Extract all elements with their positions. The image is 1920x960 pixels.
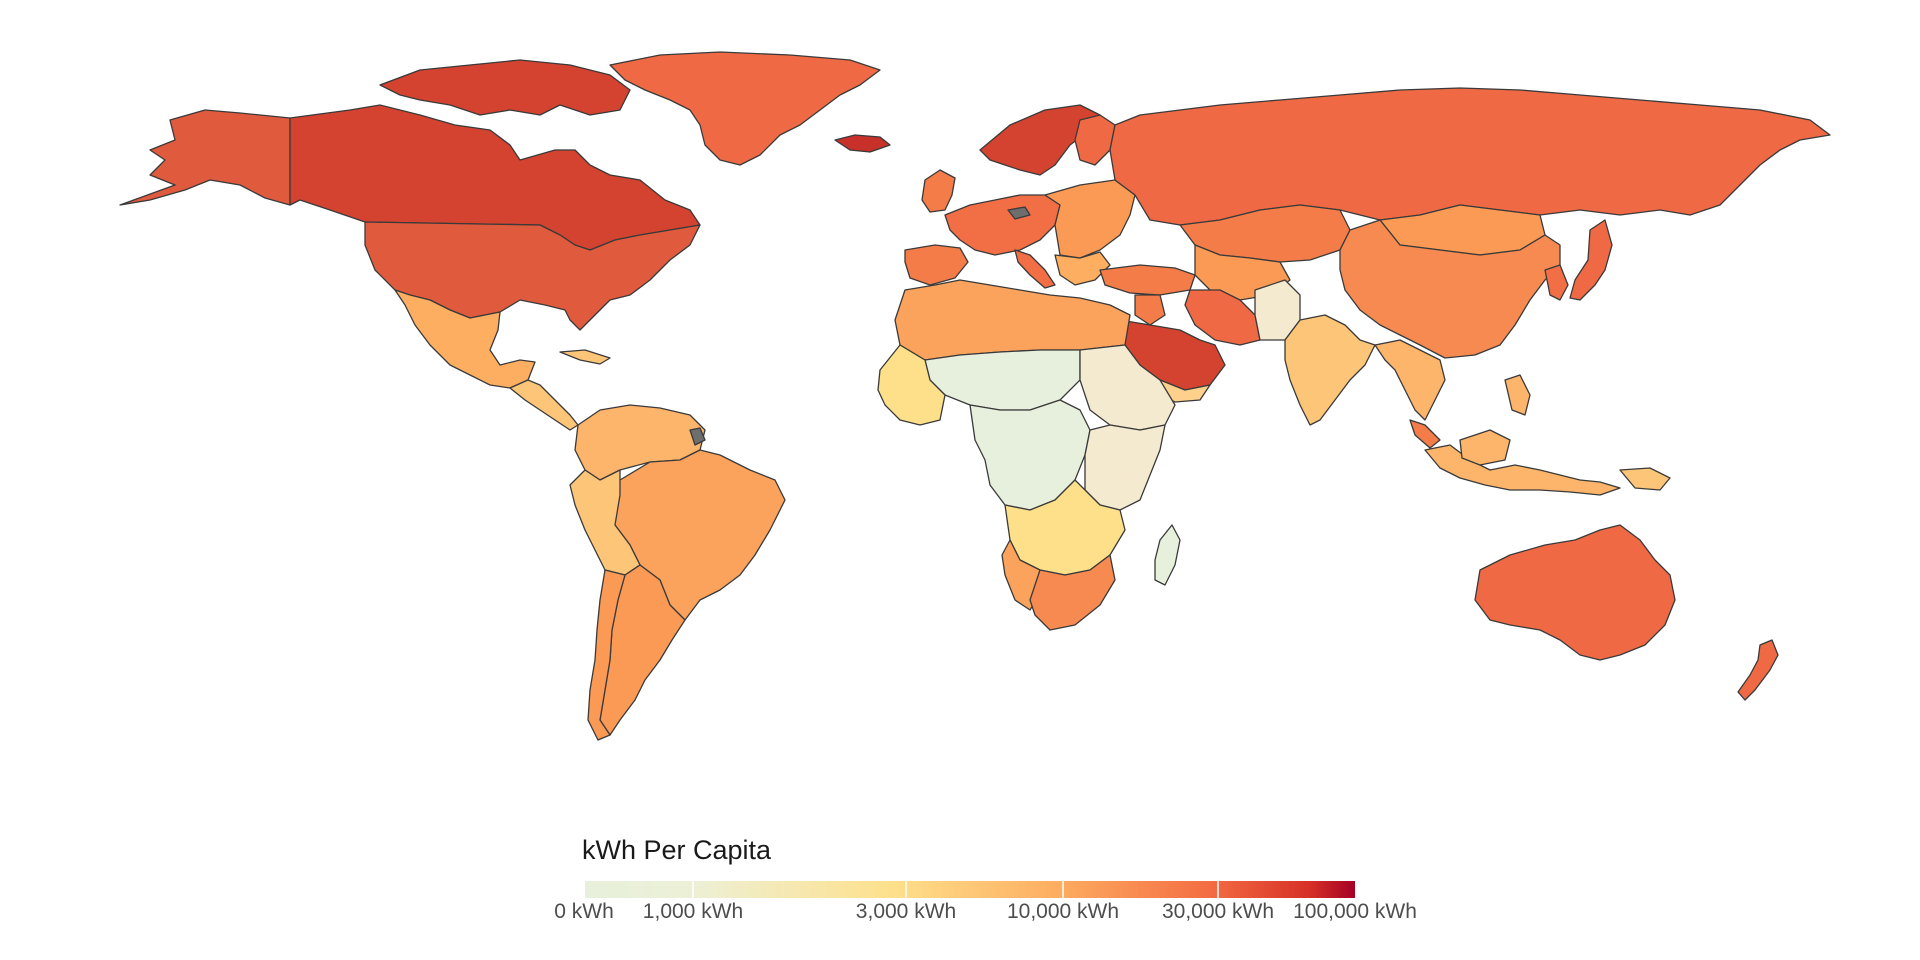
- region-south-africa: [1029, 554, 1116, 631]
- region-canada-islands: [379, 59, 631, 116]
- region-korea: [1544, 264, 1569, 301]
- region-iceland: [834, 134, 891, 153]
- region-levant: [1134, 294, 1166, 326]
- region-uk: [921, 169, 956, 213]
- region-alaska: [119, 109, 291, 206]
- legend-tick-label: 3,000 kWh: [855, 900, 957, 923]
- region-turkey: [1099, 264, 1196, 296]
- region-mexico: [394, 289, 536, 389]
- region-malaysia: [1409, 419, 1441, 449]
- region-philippines: [1504, 374, 1531, 416]
- region-central-america: [509, 379, 579, 431]
- legend-tick-label: 0 kWh: [554, 900, 614, 923]
- legend-colorbar: [585, 881, 1355, 898]
- region-china: [1339, 219, 1561, 359]
- legend-tick-label: 10,000 kWh: [1006, 900, 1120, 923]
- legend-tick-label: 1,000 kWh: [642, 900, 744, 923]
- region-iberia: [904, 244, 969, 286]
- legend-tick-label: 100,000 kWh: [1293, 900, 1417, 923]
- region-italy: [1014, 249, 1056, 289]
- region-australia: [1474, 524, 1676, 661]
- region-scandinavia: [979, 104, 1101, 176]
- region-madagascar: [1154, 524, 1181, 586]
- region-iran: [1184, 289, 1261, 346]
- region-western-europe: [944, 194, 1061, 256]
- region-indonesia: [1424, 444, 1621, 496]
- region-french-guiana: [689, 427, 706, 446]
- region-russia: [1109, 87, 1831, 226]
- region-west-africa: [877, 344, 946, 426]
- region-new-zealand: [1737, 639, 1779, 701]
- legend-tick-label: 30,000 kWh: [1161, 900, 1275, 923]
- region-chile: [587, 569, 626, 741]
- legend-title: kWh Per Capita: [582, 835, 772, 865]
- region-borneo: [1459, 429, 1511, 466]
- region-eastern-europe: [1044, 179, 1136, 259]
- region-papua: [1619, 467, 1671, 491]
- region-greenland: [609, 51, 881, 166]
- region-japan: [1569, 219, 1613, 301]
- region-southeast-asia: [1374, 339, 1446, 421]
- region-east-africa: [1084, 424, 1166, 511]
- region-india: [1284, 314, 1376, 426]
- region-czechia: [1007, 206, 1031, 220]
- region-caribbean: [559, 349, 611, 365]
- region-balkans: [1054, 251, 1111, 286]
- region-finland: [1074, 114, 1116, 166]
